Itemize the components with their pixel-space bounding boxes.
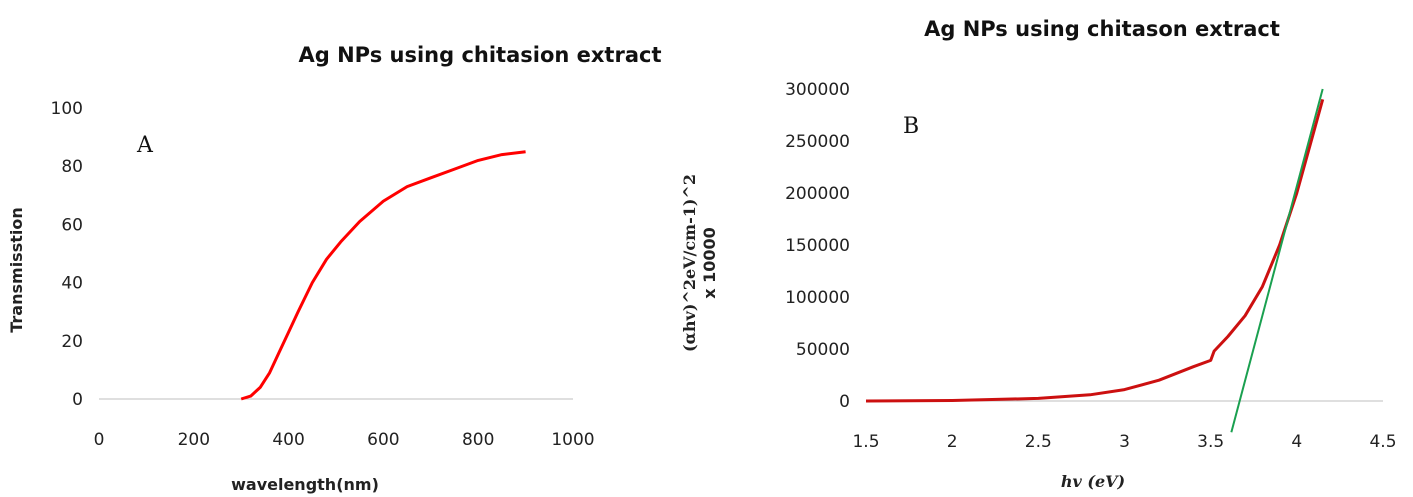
chart-b-y-ticks: 0 50000 100000 150000 200000 250000 300000 bbox=[785, 80, 850, 412]
chart-a-title: Ag NPs using chitasion extract bbox=[299, 43, 662, 67]
y-tick-label: 50000 bbox=[796, 340, 850, 360]
chart-b-y-axis-label: (αhv)^2eV/cm-1)^2 bbox=[680, 174, 699, 352]
y-tick-label: 150000 bbox=[785, 236, 850, 256]
x-tick-label: 0 bbox=[94, 430, 105, 450]
x-tick-label: 400 bbox=[272, 430, 304, 450]
y-tick-label: 0 bbox=[839, 392, 850, 412]
chart-a-x-ticks: 0 200 400 600 800 1000 bbox=[94, 430, 595, 450]
x-tick-label: 800 bbox=[462, 430, 494, 450]
x-tick-label: 2.5 bbox=[1025, 432, 1052, 452]
chart-a-x-axis-label: wavelength(nm) bbox=[231, 475, 379, 494]
x-tick-label: 3.5 bbox=[1197, 432, 1224, 452]
y-tick-label: 60 bbox=[61, 215, 83, 235]
chart-b-y-axis-sublabel: x 10000 bbox=[700, 227, 719, 299]
chart-b-fit-line bbox=[1230, 88, 1324, 433]
x-tick-label: 1000 bbox=[551, 430, 594, 450]
chart-b-panel-label: B bbox=[903, 114, 919, 139]
chart-a-panel-label: A bbox=[136, 133, 154, 158]
x-tick-label: 4.5 bbox=[1369, 432, 1396, 452]
chart-b-x-axis-label: hv (eV) bbox=[1061, 472, 1125, 491]
y-tick-label: 100 bbox=[51, 99, 83, 119]
y-tick-label: 20 bbox=[61, 332, 83, 352]
chart-a: Ag NPs using chitasion extract A 0 20 40 60… bbox=[7, 43, 661, 494]
x-tick-label: 2 bbox=[947, 432, 958, 452]
chart-b-series-line bbox=[865, 99, 1325, 403]
chart-b-y-axis-label-group: (αhv)^2eV/cm-1)^2 x 10000 bbox=[680, 174, 719, 352]
x-tick-label: 3 bbox=[1119, 432, 1130, 452]
x-tick-label: 200 bbox=[178, 430, 210, 450]
x-tick-label: 1.5 bbox=[852, 432, 879, 452]
chart-a-y-ticks: 0 20 40 60 80 100 bbox=[51, 99, 83, 410]
chart-a-series-line bbox=[240, 150, 526, 401]
chart-a-y-axis-label: Transmisstion bbox=[7, 207, 26, 332]
y-tick-label: 40 bbox=[61, 274, 83, 294]
y-tick-label: 80 bbox=[61, 157, 83, 177]
y-tick-label: 200000 bbox=[785, 184, 850, 204]
y-tick-label: 100000 bbox=[785, 288, 850, 308]
x-tick-label: 4 bbox=[1291, 432, 1302, 452]
y-tick-label: 0 bbox=[72, 390, 83, 410]
y-tick-label: 250000 bbox=[785, 132, 850, 152]
chart-b-title: Ag NPs using chitason extract bbox=[924, 17, 1280, 41]
chart-b-x-ticks: 1.5 2 2.5 3 3.5 4 4.5 bbox=[852, 432, 1396, 452]
x-tick-label: 600 bbox=[367, 430, 399, 450]
chart-b: Ag NPs using chitason extract B 0 50000 10… bbox=[680, 17, 1397, 491]
y-tick-label: 300000 bbox=[785, 80, 850, 100]
